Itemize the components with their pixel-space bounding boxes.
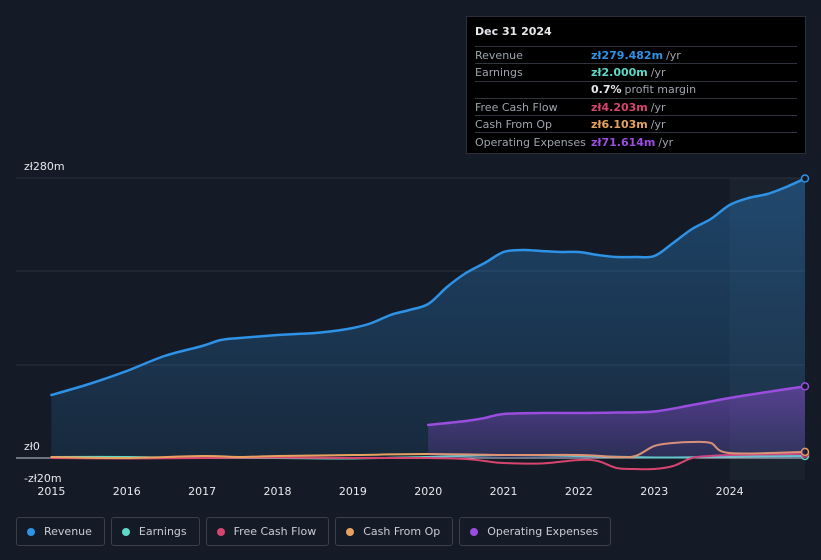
tooltip-row-unit: /yr [650, 65, 666, 79]
tooltip-row-value: zł279.482m [591, 48, 664, 62]
x-axis-label: 2024 [716, 485, 744, 498]
tooltip-row-label: Operating Expenses [475, 135, 586, 149]
legend-item-free-cash-flow[interactable]: Free Cash Flow [205, 517, 330, 546]
tooltip-row-unit: /yr [658, 135, 674, 149]
chart-legend: Revenue Earnings Free Cash Flow Cash From O… [16, 517, 612, 546]
legend-dot-icon [121, 527, 130, 536]
tooltip-row-value: zł4.203m [591, 100, 648, 114]
legend-label: Earnings [138, 525, 187, 538]
legend-item-revenue[interactable]: Revenue [16, 517, 105, 546]
y-axis-label: zł280m [24, 160, 65, 173]
tooltip-row-label: Revenue [475, 48, 523, 62]
tooltip-row-unit: /yr [666, 48, 681, 62]
x-axis-label: 2017 [188, 485, 216, 498]
legend-label: Operating Expenses [487, 525, 599, 538]
legend-label: Cash From Op [363, 525, 441, 538]
x-axis-label: 2022 [565, 485, 593, 498]
tooltip-row-label: Free Cash Flow [475, 100, 558, 114]
tooltip-row: Earnings zł2.000m/yr [475, 64, 797, 82]
tooltip-date: Dec 31 2024 [475, 25, 797, 47]
x-axis-label: 2020 [414, 485, 442, 498]
revenue-line [50, 177, 807, 397]
tooltip-row-value: zł71.614m [591, 135, 656, 149]
operating-expenses-line [426, 385, 807, 427]
legend-item-cash-from-op[interactable]: Cash From Op [335, 517, 454, 546]
x-axis-label: 2023 [640, 485, 668, 498]
operating-expenses-end-marker [800, 382, 810, 391]
revenue-end-marker [800, 174, 810, 183]
tooltip-row-value: zł6.103m [591, 117, 648, 131]
y-axis-label: -zł20m [24, 472, 62, 485]
tooltip-row-label: Earnings [475, 65, 523, 79]
tooltip-row: Revenue zł279.482m/yr [475, 47, 797, 65]
x-axis-label: 2015 [37, 485, 65, 498]
tooltip-row-value: 0.7% [591, 83, 622, 97]
legend-dot-icon [27, 527, 35, 536]
tooltip-row: 0.7% profit margin [475, 82, 797, 99]
tooltip-row-label: Cash From Op [475, 117, 553, 131]
legend-item-operating-expenses[interactable]: Operating Expenses [459, 517, 612, 546]
tooltip-row-value: zł2.000m [591, 65, 648, 79]
tooltip-row: Operating Expenses zł71.614m/yr [475, 133, 797, 150]
tooltip-row-unit: /yr [650, 117, 666, 131]
x-axis-label: 2016 [113, 485, 141, 498]
x-axis-label: 2021 [490, 485, 518, 498]
tooltip-row: Cash From Op zł6.103m/yr [475, 116, 797, 134]
revenue-area [51, 178, 805, 458]
data-tooltip: Dec 31 2024 Revenue zł279.482m/yr Earnings… [466, 16, 806, 154]
tooltip-row: Free Cash Flow zł4.203m/yr [475, 99, 797, 117]
x-axis-label: 2018 [263, 485, 291, 498]
y-axis-label: zł0 [24, 440, 40, 453]
legend-dot-icon [470, 527, 479, 536]
operating-expenses-area [428, 386, 805, 458]
x-axis-label: 2019 [339, 485, 367, 498]
tooltip-row-unit: /yr [650, 100, 666, 114]
free-cash-flow-line [50, 452, 806, 471]
legend-dot-icon [346, 527, 355, 536]
legend-item-earnings[interactable]: Earnings [110, 517, 200, 546]
legend-label: Free Cash Flow [233, 525, 317, 538]
tooltip-row-unit: profit margin [624, 83, 697, 97]
legend-dot-icon [216, 527, 225, 536]
legend-label: Revenue [44, 525, 92, 538]
